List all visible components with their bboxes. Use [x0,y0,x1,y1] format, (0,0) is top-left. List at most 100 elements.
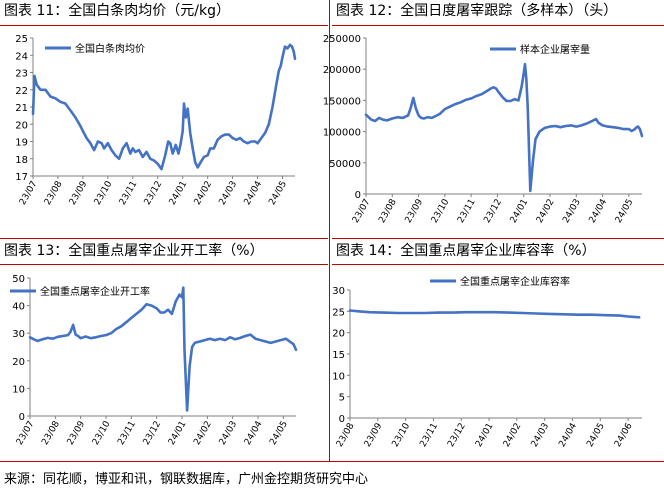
series-line [348,309,641,319]
x-tick-label: 24/03 [530,422,552,449]
x-tick-label: 23/11 [116,420,138,447]
y-tick-label: 22 [15,86,28,97]
y-tick-label: 100000 [323,128,361,139]
y-tick-label: 20 [332,329,345,340]
x-tick-label: 23/08 [377,197,399,225]
y-tick-label: 50000 [329,159,361,170]
y-tick-label: 25 [332,307,345,318]
x-tick-label: 24/01 [509,198,531,225]
x-tick-label: 23/11 [118,180,140,207]
x-tick-label: 24/01 [167,420,189,447]
y-tick-label: 250000 [323,34,361,45]
x-tick-label: 23/12 [143,180,165,207]
x-tick-label: 23/07 [18,180,40,207]
y-tick-label: 20 [12,357,25,368]
x-tick-label: 23/10 [91,419,113,447]
x-tick-label: 24/03 [218,180,240,207]
y-tick-label: 30 [12,329,25,340]
daily-slaughter-chart: 0 50000 100000 150000 200000 250000 23/07 23/08… [323,34,644,225]
x-tick-label: 24/03 [218,420,240,447]
x-tick-label: 24/02 [192,420,214,447]
x-tick-label: 24/06 [613,421,635,449]
x-tick-label: 23/08 [40,419,62,447]
x-tick-label: 24/04 [588,197,610,225]
y-tick-label: 10 [12,384,25,395]
y-tick-label: 0 [339,414,345,425]
top-rule-left [0,25,328,26]
x-tick-label: 24/04 [243,419,265,447]
x-tick-label: 23/10 [391,421,413,449]
x-tick-label: 24/02 [193,180,215,207]
series-line [31,43,297,171]
chart-title: 图表 12：全国日度屠宰跟踪（多样本）（头） [336,3,618,19]
x-tick-label: 24/05 [585,422,607,449]
x-tick-label: 24/02 [535,198,557,225]
x-tick-label: 23/08 [43,179,65,207]
x-tick-label: 24/01 [168,180,190,207]
legend-label: 全国重点屠宰企业库容率 [460,275,570,288]
y-tick-label: 10 [332,371,345,382]
mid-rule-right [332,238,664,239]
x-tick-label: 24/04 [243,179,265,207]
x-tick-label: 23/12 [142,420,164,447]
legend-label: 全国重点屠宰企业开工率 [40,285,150,298]
y-tick-label: 0 [355,190,361,201]
y-tick-label: 21 [15,103,28,114]
x-tick-label: 23/11 [418,422,440,449]
chart-title: 图表 11：全国白条肉均价（元/kg） [4,3,230,19]
top-rule-right [332,25,664,26]
y-tick-label: 50 [12,274,25,285]
panel-storage-rate: 图表 14：全国重点屠宰企业库容率（%） 0 5 10 15 20 25 30 23/08 23… [332,240,664,462]
x-tick-label: 24/04 [557,421,579,449]
y-tick-label: 0 [19,412,25,423]
x-tick-label: 23/09 [68,179,90,207]
y-tick-label: 30 [332,286,345,297]
y-tick-label: 5 [339,393,345,404]
vertical-divider [329,0,330,462]
y-tick-label: 17 [15,172,28,183]
x-tick-label: 23/12 [482,198,504,225]
bottom-rule [0,461,664,462]
x-tick-label: 23/07 [351,198,373,225]
chart-title: 图表 13：全国重点屠宰企业开工率（%） [4,243,264,259]
y-tick-label: 150000 [323,96,361,107]
panel-operating-rate: 图表 13：全国重点屠宰企业开工率（%） 0 10 20 30 40 50 23/07 23/… [0,240,332,462]
series-line [364,62,644,193]
x-tick-label: 23/10 [93,179,115,207]
x-tick-label: 23/09 [404,197,426,225]
operating-rate-chart: 0 10 20 30 40 50 23/07 23/08 23/09 23/10 23/11 23/1… [10,274,298,447]
legend-label: 样本企业屠宰量 [520,43,590,56]
x-tick-label: 24/03 [561,198,583,225]
x-tick-label: 23/11 [456,198,478,225]
panel-daily-slaughter: 图表 12：全国日度屠宰跟踪（多样本）（头） 0 50000 100000 15000… [323,0,664,240]
x-tick-label: 24/01 [474,422,496,449]
x-tick-label: 23/08 [335,421,357,449]
x-tick-label: 23/09 [363,421,385,449]
y-tick-label: 24 [15,51,28,62]
series-line [28,286,298,412]
y-tick-label: 23 [15,69,28,80]
legend-label: 全国白条肉均价 [75,42,145,55]
y-tick-label: 18 [15,155,28,166]
x-tick-label: 23/09 [66,419,88,447]
panel-pork-price: 图表 11：全国白条肉均价（元/kg） 17 18 19 20 21 22 23 24 25 23… [0,0,332,240]
x-tick-label: 24/02 [502,422,524,449]
source-note: 来源：同花顺，博亚和讯，钢联数据库，广州金控期货研究中心 [4,472,369,487]
mid-rule-left-2 [0,264,328,265]
y-tick-label: 15 [332,350,345,361]
storage-rate-chart: 0 5 10 15 20 25 30 23/08 23/09 23/10 23/11 23/12 24/… [332,275,642,449]
x-tick-label: 23/10 [430,197,452,225]
x-tick-label: 23/12 [446,422,468,449]
x-tick-label: 24/05 [268,420,290,447]
y-tick-label: 25 [15,34,28,45]
y-tick-label: 40 [12,302,25,313]
y-tick-label: 19 [15,138,28,149]
x-tick-label: 23/07 [15,420,37,447]
y-tick-label: 20 [15,120,28,131]
y-tick-label: 200000 [323,65,361,76]
mid-rule-left [0,238,328,239]
chart-title: 图表 14：全国重点屠宰企业库容率（%） [336,243,596,259]
x-tick-label: 24/05 [267,180,289,207]
mid-rule-right-2 [332,264,664,265]
